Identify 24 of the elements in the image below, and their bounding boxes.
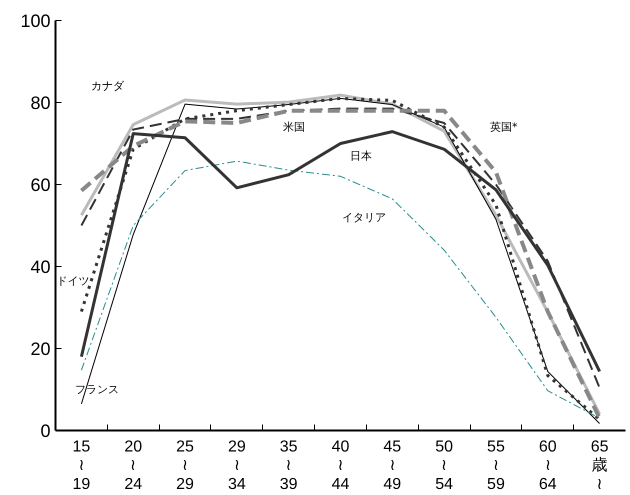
x-tick-label: 25 ≀ 29 — [176, 438, 194, 493]
annotation: 英国* — [490, 120, 518, 134]
y-tick-label: 40 — [30, 257, 51, 277]
y-tick-label: 80 — [30, 93, 51, 113]
x-tick-label: 65 歳 ≀ — [590, 438, 609, 493]
annotation: 日本 — [350, 149, 372, 162]
y-tick-label: 100 — [20, 11, 51, 31]
x-tick-label: 29 ≀ 34 — [228, 438, 246, 493]
annotation: カナダ — [90, 80, 125, 93]
annotation: イタリア — [342, 210, 386, 224]
x-tick-label: 15 ≀ 19 — [72, 438, 90, 493]
x-tick-label: 55 ≀ 59 — [487, 438, 505, 493]
annotation: 米国 — [282, 120, 305, 134]
y-tick-label: 0 — [40, 421, 51, 441]
x-tick-label: 45 ≀ 49 — [383, 438, 402, 493]
x-tick-label: 60 ≀ 64 — [538, 438, 557, 493]
annotation: ドイツ — [56, 274, 90, 288]
x-tick-label: 50 ≀ 54 — [435, 438, 454, 493]
y-tick-label: 60 — [30, 175, 51, 195]
annotation: フランス — [74, 383, 119, 396]
x-tick-label: 40 ≀ 44 — [332, 438, 350, 493]
x-tick-label: 35 ≀ 39 — [280, 438, 298, 493]
y-tick-label: 20 — [30, 339, 51, 359]
x-tick-label: 20 ≀ 24 — [124, 438, 142, 493]
